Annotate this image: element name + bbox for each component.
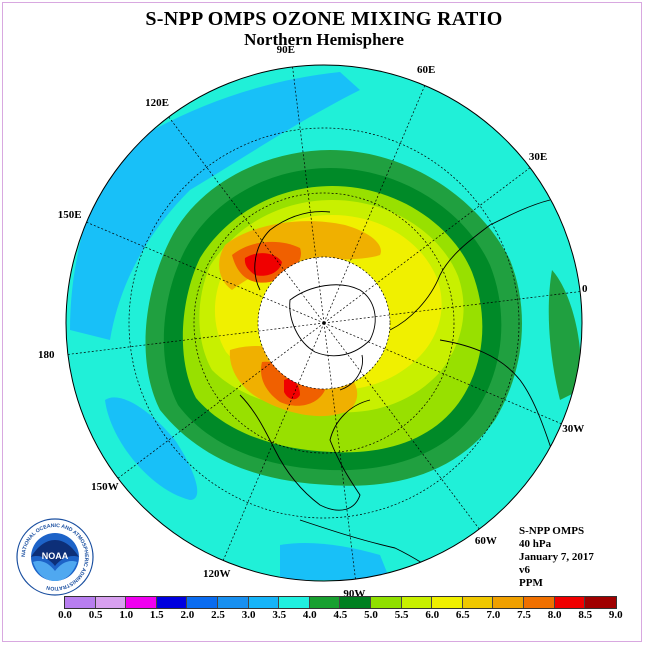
- europe-coast: [389, 199, 551, 331]
- colorbar-tick-label: 2.0: [180, 609, 195, 621]
- meridian-line: [108, 322, 325, 486]
- colorbar-tick-label: 0.0: [58, 609, 72, 621]
- longitude-label: 60W: [474, 534, 497, 547]
- colorbar-tick-label: 5.0: [364, 609, 378, 621]
- colorbar-tick-label: 0.5: [88, 609, 103, 621]
- meridian-line: [75, 217, 325, 324]
- logo-text: NOAA: [42, 551, 69, 561]
- graticule: [66, 65, 582, 581]
- region-4-0-atlantic: [548, 270, 581, 400]
- noaa-logo: NATIONAL OCEANIC AND ATMOSPHERIC ADMINIS…: [16, 518, 94, 596]
- longitude-label: 60E: [417, 63, 436, 76]
- latitude-circle: [193, 192, 455, 454]
- colorbar-swatch: [217, 597, 249, 608]
- units-label: PPM: [519, 577, 543, 589]
- map-title: S-NPP OMPS OZONE MIXING RATIO: [145, 8, 503, 30]
- colorbar-swatch: [126, 597, 157, 608]
- meridian-line: [323, 322, 487, 539]
- colorbar-swatch: [156, 597, 188, 608]
- colorbar-swatch: [370, 597, 402, 608]
- longitude-label: 180: [38, 349, 55, 362]
- meridian-line: [323, 322, 358, 581]
- meridian-line: [323, 160, 540, 324]
- colorbar-swatch: [65, 597, 96, 608]
- ozone-field: [66, 65, 582, 581]
- meridian-line: [161, 107, 325, 324]
- date-label: January 7, 2017: [519, 551, 594, 563]
- meridian-line: [66, 322, 325, 357]
- colorbar-swatch: [401, 597, 433, 608]
- colorbar-tick-label: 3.0: [241, 609, 256, 621]
- longitude-label: 120E: [145, 97, 169, 110]
- colorbar-swatch: [279, 597, 310, 608]
- region-3-0-east-pacific: [105, 397, 198, 500]
- meridian-line: [290, 65, 325, 324]
- version-label: v6: [519, 564, 530, 576]
- colorbar-swatch: [493, 597, 524, 608]
- colorbar-tick-label: 6.5: [455, 609, 470, 621]
- colorbar-swatch: [554, 597, 586, 608]
- north-america-coast: [239, 394, 371, 511]
- asia-coast: [254, 211, 331, 291]
- latitude-circle: [128, 127, 520, 519]
- colorbar-tick-label: 8.0: [547, 609, 562, 621]
- longitude-label: 150W: [91, 480, 119, 493]
- page-frame: [2, 2, 642, 642]
- colorbar-swatch: [432, 597, 463, 608]
- longitude-label: 150E: [57, 208, 82, 221]
- meridian-line: [323, 322, 573, 429]
- meridian-line: [323, 74, 430, 324]
- colorbar-tick-label: 4.0: [302, 609, 317, 621]
- colorbar-swatch: [248, 597, 280, 608]
- region-8-0-canada: [284, 378, 300, 400]
- colorbar-tick-label: 6.0: [425, 609, 440, 621]
- colorbar-tick-label: 1.0: [119, 609, 134, 621]
- logo-wave-icon: [33, 561, 77, 581]
- colorbar-tick-label: 9.0: [608, 609, 623, 621]
- longitude-label: 30W: [562, 423, 585, 436]
- region-3-0-caribbean: [280, 543, 390, 580]
- latitude-circle: [257, 256, 391, 390]
- colorbar-swatch: [462, 597, 494, 608]
- colorbar-tick-label: 8.5: [578, 609, 593, 621]
- logo-bird-icon: [31, 540, 79, 566]
- colorbar-swatch: [95, 597, 127, 608]
- info-block: S-NPP OMPS 40 hPa January 7, 2017 v6 PPM: [519, 525, 594, 590]
- colorbar-swatch: [340, 597, 371, 608]
- instrument-label: S-NPP OMPS: [519, 525, 585, 537]
- longitude-label: 120W: [202, 568, 231, 581]
- colorbar-swatch: [187, 597, 218, 608]
- longitude-label: 30E: [528, 151, 548, 164]
- region-8-0-siberia: [244, 253, 282, 276]
- colorbar-tick-label: 5.5: [394, 609, 409, 621]
- map-boundary: [65, 64, 583, 582]
- colorbar-tick-label: 7.5: [517, 609, 531, 621]
- greenland-coast: [339, 354, 363, 391]
- map-subtitle: Northern Hemisphere: [244, 30, 404, 49]
- colorbar-tick-label: 2.5: [211, 609, 225, 621]
- colorbar-tick-label: 1.5: [149, 609, 164, 621]
- meridian-line: [323, 289, 582, 324]
- longitude-label: 90E: [276, 44, 295, 57]
- colorbar: [64, 596, 617, 609]
- colorbar-tick-label: 7.0: [486, 609, 501, 621]
- colorbar-tick-label: 3.5: [272, 609, 287, 621]
- meridian-line: [218, 322, 325, 572]
- colorbar-swatch: [523, 597, 555, 608]
- colorbar-swatch: [585, 597, 616, 608]
- africa-coast: [439, 339, 556, 461]
- arctic-coast: [289, 284, 376, 357]
- pressure-level: 40 hPa: [519, 538, 552, 550]
- colorbar-tick-label: 4.5: [333, 609, 348, 621]
- longitude-label: 0: [581, 282, 588, 295]
- colorbar-swatch: [309, 597, 341, 608]
